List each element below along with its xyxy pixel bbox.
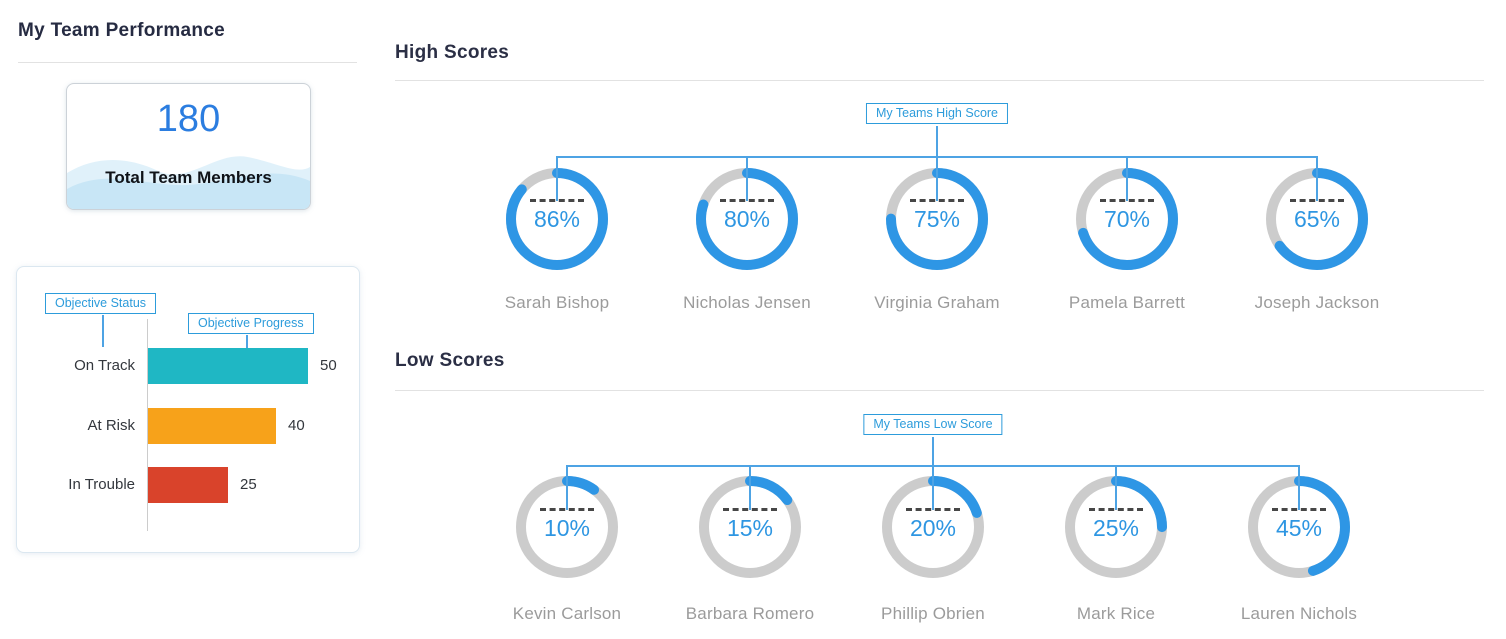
score-item: 86% Sarah Bishop: [472, 95, 642, 325]
connector-line: [1126, 156, 1128, 201]
member-name: Pamela Barrett: [1068, 293, 1186, 312]
low-scores-heading: Low Scores: [395, 350, 505, 371]
score-item: 75% Virginia Graham: [852, 95, 1022, 325]
connector-line: [1115, 465, 1117, 510]
score-percent: 20%: [909, 515, 957, 541]
left-divider: [18, 62, 357, 63]
objective-status-chart-card: Objective Status Objective Progress On T…: [16, 266, 360, 553]
score-item: 25% Mark Rice: [1031, 400, 1201, 639]
connector-line: [936, 156, 938, 201]
connector-line: [932, 465, 934, 510]
connector-line: [1316, 156, 1318, 201]
low-scores-row: My Teams Low Score 10% Kevin Carlson 15% Ba…: [395, 400, 1485, 639]
bar-category-label: At Risk: [87, 417, 135, 434]
connector-line: [749, 465, 751, 510]
wave-decoration: [67, 156, 310, 209]
connector-line: [746, 156, 748, 201]
bar-on-track[interactable]: [148, 348, 308, 384]
score-percent: 80%: [723, 206, 771, 232]
member-name: Virginia Graham: [874, 293, 1000, 312]
score-item: 65% Joseph Jackson: [1232, 95, 1402, 325]
high-scores-heading: High Scores: [395, 42, 510, 63]
connector-line: [566, 465, 568, 510]
member-name: Sarah Bishop: [504, 293, 610, 312]
score-percent: 75%: [913, 206, 961, 232]
member-name: Lauren Nichols: [1240, 604, 1358, 623]
score-item: 45% Lauren Nichols: [1214, 400, 1384, 639]
score-item: 10% Kevin Carlson: [482, 400, 652, 639]
member-name: Nicholas Jensen: [683, 293, 811, 312]
low-score-callout-label: My Teams Low Score: [863, 414, 1003, 435]
bar-in-trouble[interactable]: [148, 467, 228, 503]
connector-line: [556, 156, 558, 201]
score-item: 15% Barbara Romero: [665, 400, 835, 639]
total-team-members-card: 180 Total Team Members: [66, 83, 311, 210]
connector-line: [936, 126, 938, 156]
bar-value-label: 25: [240, 476, 257, 493]
high-scores-row: My Teams High Score 86% Sarah Bishop 80% Ni…: [395, 95, 1485, 325]
page-title: My Team Performance: [18, 20, 226, 41]
high-scores-divider: [395, 80, 1484, 81]
bar-value-label: 50: [320, 357, 337, 374]
member-name: Phillip Obrien: [881, 604, 985, 623]
score-percent: 10%: [543, 515, 591, 541]
score-item: 80% Nicholas Jensen: [662, 95, 832, 325]
score-item: 20% Phillip Obrien: [848, 400, 1018, 639]
score-percent: 45%: [1275, 515, 1323, 541]
connector-line: [932, 437, 934, 465]
member-name: Joseph Jackson: [1254, 293, 1380, 312]
bar-chart-axis-line: [147, 319, 148, 531]
bar-category-label: On Track: [74, 357, 135, 374]
score-percent: 70%: [1103, 206, 1151, 232]
score-percent: 86%: [533, 206, 581, 232]
member-name: Barbara Romero: [685, 604, 815, 623]
score-item: 70% Pamela Barrett: [1042, 95, 1212, 325]
member-name: Mark Rice: [1076, 604, 1156, 623]
score-percent: 65%: [1293, 206, 1341, 232]
total-members-label: Total Team Members: [105, 168, 272, 187]
high-score-callout-label: My Teams High Score: [865, 103, 1009, 124]
total-members-value: 180: [156, 98, 221, 140]
connector-line: [1298, 465, 1300, 510]
bar-value-label: 40: [288, 417, 305, 434]
bar-category-label: In Trouble: [68, 476, 135, 493]
objective-status-callout-label: Objective Status: [45, 293, 157, 314]
objective-progress-callout-label: Objective Progress: [188, 313, 314, 334]
member-name: Kevin Carlson: [512, 604, 622, 623]
connector-line: [246, 335, 248, 348]
score-percent: 25%: [1092, 515, 1140, 541]
low-scores-divider: [395, 390, 1484, 391]
score-percent: 15%: [726, 515, 774, 541]
connector-line: [102, 315, 104, 347]
bar-at-risk[interactable]: [148, 408, 276, 444]
